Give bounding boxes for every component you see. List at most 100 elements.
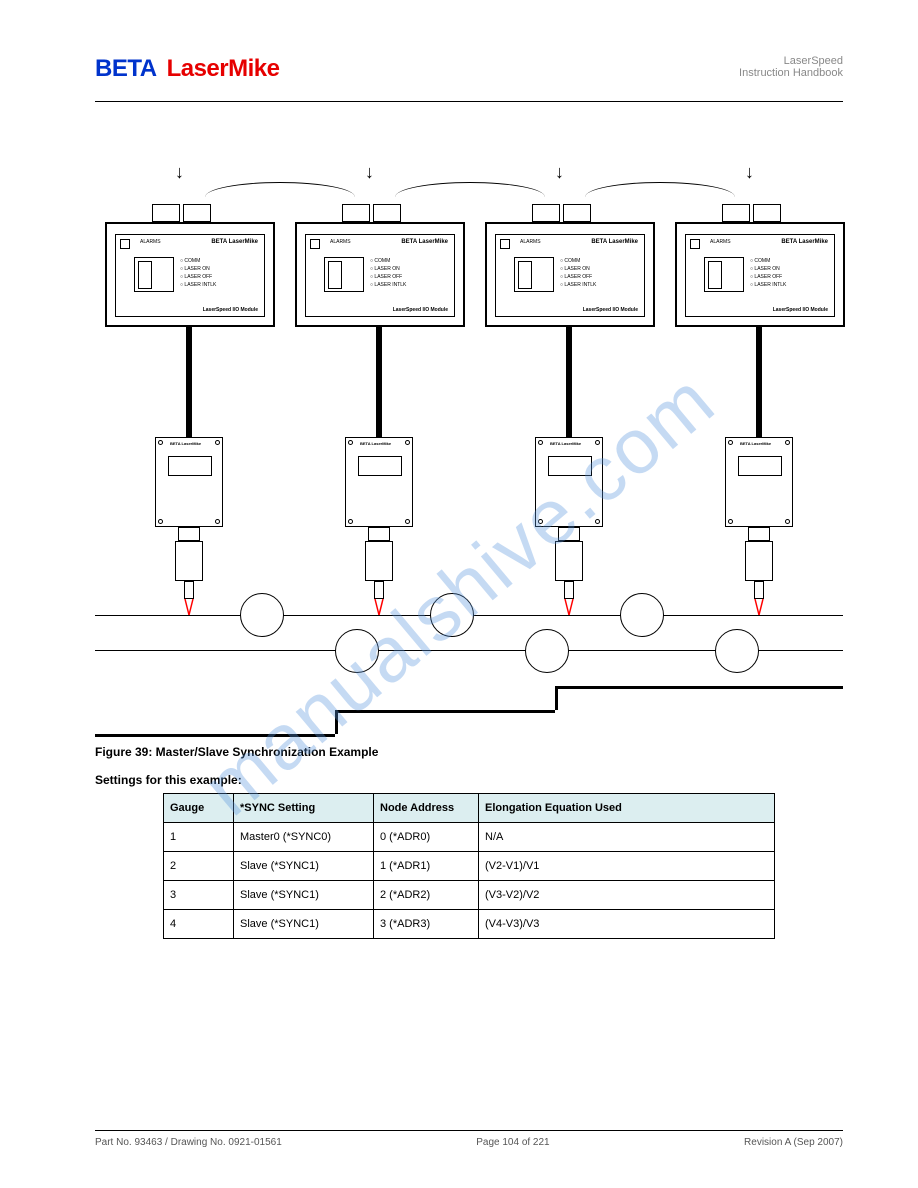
module-panel: ALARMS BETA LaserMike COMMLASER ONLASER OF…	[115, 234, 265, 317]
header-product: LaserSpeed	[739, 55, 843, 67]
module-brand: BETA LaserMike	[591, 239, 638, 245]
table-cell: (V2-V1)/V1	[479, 852, 775, 881]
gauge-cable	[186, 327, 192, 437]
figure-caption: Figure 39: Master/Slave Synchronization …	[95, 745, 843, 759]
module-display	[134, 257, 174, 292]
settings-table: Gauge *SYNC Setting Node Address Elongat…	[163, 793, 775, 939]
table-cell: (V3-V2)/V2	[479, 881, 775, 910]
table-cell: 2 (*ADR2)	[374, 881, 479, 910]
table-row: 4Slave (*SYNC1)3 (*ADR3)(V4-V3)/V3	[164, 910, 775, 939]
io-module: ALARMSBETA LaserMikeCOMMLASER ONLASER OF…	[295, 222, 465, 327]
module-ports	[532, 204, 591, 222]
laser-gauge: BETA LaserMike	[155, 437, 223, 527]
ground-step	[555, 686, 558, 710]
table-header-row: Gauge *SYNC Setting Node Address Elongat…	[164, 794, 775, 823]
table-cell: 1 (*ADR1)	[374, 852, 479, 881]
table-cell: 3	[164, 881, 234, 910]
laser-gauge: BETA LaserMike	[725, 437, 793, 527]
io-module: ALARMSBETA LaserMikeCOMMLASER ONLASER OF…	[485, 222, 655, 327]
table-cell: Slave (*SYNC1)	[234, 852, 374, 881]
table-row: 3Slave (*SYNC1)2 (*ADR2)(V3-V2)/V2	[164, 881, 775, 910]
th-eq: Elongation Equation Used	[479, 794, 775, 823]
table-cell: 4	[164, 910, 234, 939]
module-brand: BETA LaserMike	[211, 239, 258, 245]
roller	[240, 593, 284, 637]
footer-page: Page 104 of 221	[476, 1137, 549, 1148]
roller	[335, 629, 379, 673]
ground-step	[335, 710, 338, 734]
sync-arrow-icon: ↓	[555, 162, 564, 183]
page-footer: Part No. 93463 / Drawing No. 0921-01561 …	[95, 1130, 843, 1148]
table-cell: 1	[164, 823, 234, 852]
gauge-brand: BETA LaserMike	[360, 441, 408, 446]
laser-beam-icon	[169, 599, 209, 615]
roller	[715, 629, 759, 673]
module-ports	[152, 204, 211, 222]
module-ports	[722, 204, 781, 222]
table-cell: (V4-V3)/V3	[479, 910, 775, 939]
header-right: LaserSpeed Instruction Handbook	[739, 55, 843, 79]
footer-rule	[95, 1130, 843, 1131]
module-bottom-label: LaserSpeed I/O Module	[203, 307, 258, 313]
module-display	[704, 257, 744, 292]
ground-line	[335, 710, 555, 713]
table-row: 1Master0 (*SYNC0)0 (*ADR0)N/A	[164, 823, 775, 852]
gauge-cable	[756, 327, 762, 437]
table-row: 2Slave (*SYNC1)1 (*ADR1)(V2-V1)/V1	[164, 852, 775, 881]
sync-cable	[585, 182, 735, 212]
module-panel: ALARMSBETA LaserMikeCOMMLASER ONLASER OF…	[685, 234, 835, 317]
module-brand: BETA LaserMike	[401, 239, 448, 245]
laser-gauge: BETA LaserMike	[535, 437, 603, 527]
sync-arrow-icon: ↓	[745, 162, 754, 183]
module-display	[514, 257, 554, 292]
gauge-connector	[368, 527, 390, 541]
sync-cable	[395, 182, 545, 212]
module-sublabel: ALARMS	[140, 239, 161, 245]
footer-rev: Revision A (Sep 2007)	[744, 1137, 843, 1148]
io-module: ALARMSBETA LaserMikeCOMMLASER ONLASER OF…	[675, 222, 845, 327]
gauge-nozzle	[175, 541, 203, 581]
module-bottom-label: LaserSpeed I/O Module	[583, 307, 638, 313]
module-leds: COMMLASER ONLASER OFFLASER INTLK	[180, 257, 216, 289]
gauge-connector	[558, 527, 580, 541]
module-ports	[342, 204, 401, 222]
gauge-tip	[184, 581, 194, 599]
logo-lasermike: LaserMike	[167, 55, 280, 83]
table-cell: 3 (*ADR3)	[374, 910, 479, 939]
laser-beam-icon	[739, 599, 779, 615]
sync-cable	[205, 182, 355, 212]
gauge-cable	[566, 327, 572, 437]
header-rule	[95, 101, 843, 102]
th-node: Node Address	[374, 794, 479, 823]
module-brand: BETA LaserMike	[781, 239, 828, 245]
ground-line	[95, 734, 335, 737]
module-panel: ALARMSBETA LaserMikeCOMMLASER ONLASER OF…	[495, 234, 645, 317]
sync-arrow-icon: ↓	[365, 162, 374, 183]
module-display	[324, 257, 364, 292]
header-manual-type: Instruction Handbook	[739, 67, 843, 79]
gauge-brand: BETA LaserMike	[170, 441, 218, 446]
table-cell: Slave (*SYNC1)	[234, 910, 374, 939]
roller	[525, 629, 569, 673]
gauge-nozzle	[555, 541, 583, 581]
laser-gauge: BETA LaserMike	[345, 437, 413, 527]
gauge-nozzle	[365, 541, 393, 581]
footer-part: Part No. 93463 / Drawing No. 0921-01561	[95, 1137, 282, 1148]
module-leds: COMMLASER ONLASER OFFLASER INTLK	[560, 257, 596, 289]
laser-beam-icon	[549, 599, 589, 615]
gauge-nozzle	[745, 541, 773, 581]
roller	[430, 593, 474, 637]
module-sublabel: ALARMS	[710, 239, 731, 245]
roller	[620, 593, 664, 637]
gauge-tip	[754, 581, 764, 599]
gauge-connector	[748, 527, 770, 541]
gauge-connector	[178, 527, 200, 541]
brand-logo: BETA LaserMike	[95, 55, 843, 83]
th-sync: *SYNC Setting	[234, 794, 374, 823]
sync-diagram: ↓ ↓ ↓ ↓ ALARMS BETA LaserMike COMMLASER ONLASE…	[95, 162, 843, 737]
ground-line	[555, 686, 843, 689]
sync-arrow-icon: ↓	[175, 162, 184, 183]
th-gauge: Gauge	[164, 794, 234, 823]
table-cell: Master0 (*SYNC0)	[234, 823, 374, 852]
module-sublabel: ALARMS	[330, 239, 351, 245]
